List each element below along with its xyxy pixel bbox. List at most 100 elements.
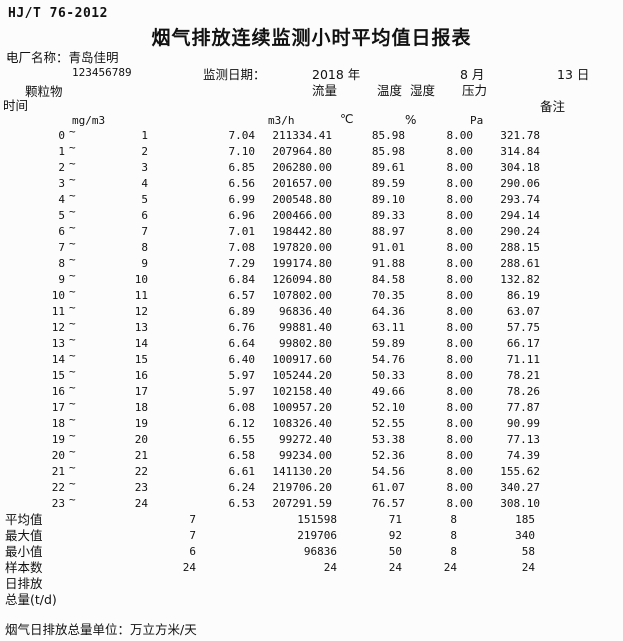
plant-name-label: 电厂名称： [6,50,69,65]
table-row: 5 ~6 6.96 200466.00 89.33 8.00 294.14 [0,205,623,224]
dust-value: 7.29 [228,257,256,270]
humidity-value: 8.00 [446,369,474,382]
temperature-value: 84.58 [371,273,405,286]
pressure-value: 288.61 [500,257,540,270]
hour-range-tilde: ~ [69,237,76,250]
hour-end: 24 [134,497,148,510]
pressure-value: 340.27 [500,481,540,494]
pressure-value: 314.84 [500,145,540,158]
column-header-flow: 流量 [312,83,338,98]
hour-end: 14 [134,337,148,350]
dust-value: 6.64 [228,337,256,350]
temperature-value: 64.36 [371,305,405,318]
pressure-value: 78.26 [506,385,540,398]
hour-end: 2 [141,145,148,158]
dust-value: 7.08 [228,241,256,254]
pressure-value: 308.10 [500,497,540,510]
summary-pressure-value: 185 [515,513,535,526]
dust-value: 6.85 [228,161,256,174]
hour-start: 12 [51,321,65,334]
flow-value: 199174.80 [272,257,332,270]
flow-value: 201657.00 [272,177,332,190]
pressure-value: 155.62 [500,465,540,478]
humidity-value: 8.00 [446,161,474,174]
column-header-temperature: 温度 [377,83,403,98]
summary-label: 样本数 [5,560,43,575]
table-row: 3 ~4 6.56 201657.00 89.59 8.00 290.06 [0,173,623,192]
humidity-value: 8.00 [446,497,474,510]
hour-range-tilde: ~ [69,477,76,490]
summary-dust-value: 6 [189,545,196,558]
column-header-humidity: 湿度 [410,83,436,98]
flow-value: 197820.00 [272,241,332,254]
hour-range-tilde: ~ [69,301,76,314]
hour-start: 9 [58,273,65,286]
summary-row: 最小值 6 96836 50 8 58 [0,544,623,560]
summary-humidity-value: 8 [450,529,457,542]
hour-range-tilde: ~ [69,173,76,186]
hour-end: 5 [141,193,148,206]
hour-end: 12 [134,305,148,318]
table-row: 6 ~7 7.01 198442.80 88.97 8.00 290.24 [0,221,623,240]
dust-value: 7.04 [228,129,256,142]
hour-end: 3 [141,161,148,174]
dust-value: 6.12 [228,417,256,430]
summary-temperature-value: 24 [388,561,402,574]
hour-range-tilde: ~ [69,445,76,458]
humidity-value: 8.00 [446,225,474,238]
table-row: 4 ~5 6.99 200548.80 89.10 8.00 293.74 [0,189,623,208]
summary-humidity-value: 8 [450,513,457,526]
table-row: 0 ~1 7.04 211334.41 85.98 8.00 321.78 [0,125,623,144]
pressure-value: 293.74 [500,193,540,206]
hour-range-tilde: ~ [69,317,76,330]
summary-humidity-value: 24 [443,561,457,574]
hour-end: 20 [134,433,148,446]
column-header-dust: 颗粒物 [25,84,63,99]
hour-start: 6 [58,225,65,238]
humidity-value: 8.00 [446,289,474,302]
hour-range-tilde: ~ [69,205,76,218]
dust-value: 6.24 [228,481,256,494]
hour-range-tilde: ~ [69,189,76,202]
pressure-value: 288.15 [500,241,540,254]
summary-flow-value: 219706 [297,529,337,542]
hour-range-tilde: ~ [69,397,76,410]
humidity-value: 8.00 [446,481,474,494]
hour-range-tilde: ~ [69,493,76,506]
summary-row: 日排放 [0,576,623,592]
flow-value: 206280.00 [272,161,332,174]
summary-flow-value: 24 [323,561,337,574]
hour-end: 18 [134,401,148,414]
table-row: 12 ~13 6.76 99881.40 63.11 8.00 57.75 [0,317,623,336]
flow-value: 99234.00 [279,449,332,462]
pressure-value: 290.06 [500,177,540,190]
unit-temperature: ℃ [340,112,354,126]
flow-value: 100917.60 [272,353,332,366]
temperature-value: 89.33 [371,209,405,222]
hour-end: 4 [141,177,148,190]
dust-value: 5.97 [228,385,256,398]
flow-value: 99802.80 [279,337,332,350]
hour-start: 19 [51,433,65,446]
temperature-value: 89.10 [371,193,405,206]
temperature-value: 53.38 [371,433,405,446]
hour-end: 1 [141,129,148,142]
temperature-value: 61.07 [371,481,405,494]
table-row: 22 ~23 6.24 219706.20 61.07 8.00 340.27 [0,477,623,496]
unit-pressure: Pa [470,114,484,127]
plant-name-line: 电厂名称：青岛佳明 [6,47,119,66]
hour-end: 16 [134,369,148,382]
summary-dust-value: 7 [189,529,196,542]
humidity-value: 8.00 [446,353,474,366]
hour-range-tilde: ~ [69,461,76,474]
dust-value: 6.84 [228,273,256,286]
hour-end: 22 [134,465,148,478]
table-row: 21 ~22 6.61 141130.20 54.56 8.00 155.62 [0,461,623,480]
dust-value: 6.89 [228,305,256,318]
footer-unit-note: 烟气日排放总量单位：万立方米/天 [5,622,197,637]
pressure-value: 132.82 [500,273,540,286]
summary-flow-value: 151598 [297,513,337,526]
humidity-value: 8.00 [446,337,474,350]
flow-value: 107802.00 [272,289,332,302]
